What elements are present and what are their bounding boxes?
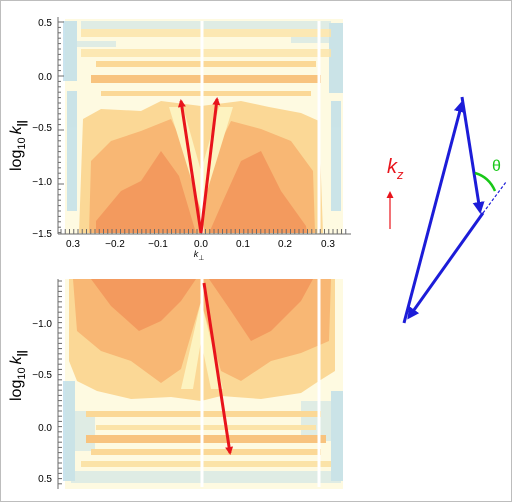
top-ytick-label: −1.5 xyxy=(32,229,52,240)
dashed-extension-line xyxy=(482,181,507,214)
bottom-ytick-label: −1.0 xyxy=(32,319,52,330)
top-ytick-label: 0.0 xyxy=(38,72,52,83)
top-xtick-label: −0.2 xyxy=(105,239,125,250)
blue-arrow-upper-left xyxy=(402,100,466,324)
top-ytick-label: −1.0 xyxy=(32,177,52,188)
bottom-ytick-label: 0.0 xyxy=(38,423,52,434)
top-xtick-label: 0.1 xyxy=(236,239,250,250)
top-horizontal-bands xyxy=(81,29,331,96)
theta-label: θ xyxy=(492,158,501,175)
top-y-minor-ticks xyxy=(58,21,64,234)
top-x-minor-ticks xyxy=(60,229,347,234)
bottom-noise-speckle xyxy=(63,381,343,483)
blue-arrow-right-down xyxy=(460,96,485,214)
top-xtick-label: 0.3 xyxy=(66,239,80,250)
bottom-spectrum-plot: −1.0 −0.5 0.0 0.5 log10k|| xyxy=(8,279,343,489)
bottom-y-minor-ticks xyxy=(58,280,62,485)
top-red-arrow-left xyxy=(177,99,203,234)
vector-triangle-diagram: kz θ xyxy=(386,96,507,324)
top-xtick-label: 0.2 xyxy=(278,239,292,250)
top-spectrum-plot: 0.5 0.0 −0.5 −1.0 −1.5 0.3 −0.2 −0.1 0.0… xyxy=(8,17,351,262)
top-xtick-label: −0.1 xyxy=(148,239,168,250)
bottom-deep-orange-left xyxy=(91,279,196,331)
theta-angle-arc xyxy=(474,171,497,192)
blue-arrow-bottom xyxy=(407,212,485,320)
bottom-ytick-label: 0.5 xyxy=(38,474,52,485)
top-ylabel: log10k|| xyxy=(8,120,28,171)
top-xtick-label: 0.3 xyxy=(321,239,335,250)
bottom-red-arrow xyxy=(202,282,234,455)
bottom-deep-orange-right xyxy=(209,279,313,341)
top-ytick-label: 0.5 xyxy=(38,18,52,29)
bottom-ytick-label: −0.5 xyxy=(32,370,52,381)
top-deep-orange-contour-left xyxy=(96,151,196,233)
top-red-arrow-right xyxy=(199,97,221,234)
top-ytick-label: −0.5 xyxy=(32,123,52,134)
kz-label: kz xyxy=(387,156,404,182)
top-xtick-label: 0.0 xyxy=(194,239,208,250)
bottom-ylabel: log10k|| xyxy=(8,350,28,401)
top-deep-orange-contour-right xyxy=(209,151,307,233)
top-noise-speckle xyxy=(63,21,343,211)
top-xlabel: k⊥ xyxy=(194,249,205,262)
